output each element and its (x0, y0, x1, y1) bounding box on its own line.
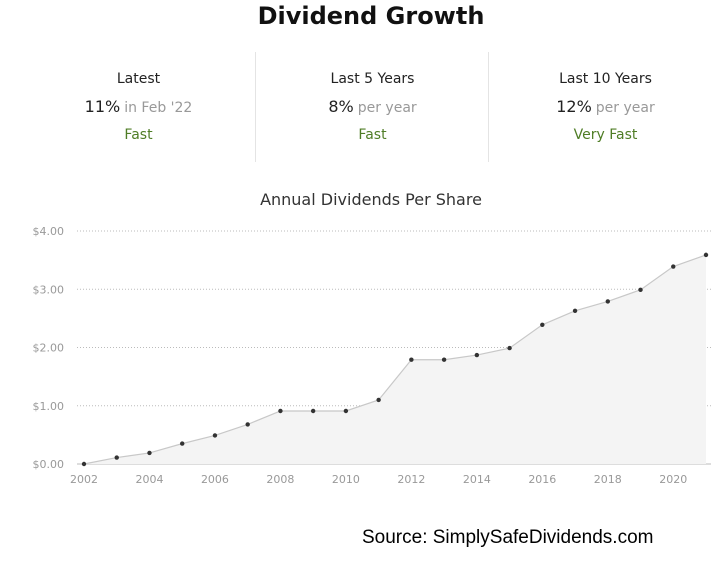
data-point (81, 461, 87, 467)
data-point (212, 433, 218, 438)
data-point (376, 397, 381, 403)
y-axis-ticks: $0.00 $1.00 $2.00 $3.00 $4.00 (33, 225, 65, 471)
x-tick-label: 2004 (135, 473, 163, 486)
stat-value-row: 11% in Feb '22 (22, 97, 255, 116)
stat-latest: Latest 11% in Feb '22 Fast (22, 52, 255, 162)
stat-value: 12% (556, 97, 592, 116)
data-point (540, 322, 545, 327)
x-tick-label: 2008 (266, 473, 294, 486)
stat-value: 11% (84, 97, 121, 116)
point-layer (81, 252, 709, 467)
y-tick-label: $2.00 (33, 342, 65, 355)
stat-last-10-years: Last 10 Years 12% per year Very Fast (488, 52, 722, 162)
chart-svg: $0.00$1.00$2.00$3.00$4.00 2002 2004 2006 20… (33, 225, 711, 486)
data-point (409, 357, 414, 362)
area-layer (84, 254, 706, 464)
data-point (507, 345, 512, 351)
data-point (278, 408, 283, 414)
data-point (474, 352, 480, 358)
x-tick-label: 2016 (528, 473, 556, 486)
x-tick-label: 2002 (70, 473, 98, 486)
data-point (114, 455, 119, 460)
x-tick-label: 2010 (332, 473, 360, 486)
data-point (343, 408, 349, 414)
data-point (147, 450, 152, 456)
data-point (572, 308, 578, 314)
data-point (441, 357, 447, 362)
x-tick-label: 2006 (201, 473, 229, 486)
data-point (180, 441, 185, 446)
stat-rating: Fast (358, 127, 387, 143)
y-tick-label: $3.00 (33, 283, 65, 296)
data-point (703, 252, 709, 258)
stat-value: 8% (328, 97, 354, 116)
data-point (638, 287, 643, 293)
page-title: Dividend Growth (257, 2, 485, 30)
x-tick-label: 2020 (659, 473, 687, 486)
x-tick-label: 2012 (397, 473, 425, 486)
stat-note: in Feb '22 (124, 100, 193, 116)
stat-last-5-years: Last 5 Years 8% per year Fast (255, 52, 489, 162)
growth-stats: Latest 11% in Feb '22 Fast Last 5 Years 8… (22, 52, 722, 162)
stat-label: Last 5 Years (330, 71, 415, 87)
stat-value-row: 8% per year (256, 97, 489, 116)
stat-rating: Fast (124, 127, 153, 143)
stat-rating: Very Fast (573, 127, 638, 143)
stat-value-row: 12% per year (489, 97, 722, 116)
stat-note: per year (595, 100, 655, 116)
stat-label: Last 10 Years (559, 71, 652, 87)
data-point (605, 299, 610, 304)
chart-title: Annual Dividends Per Share (260, 190, 482, 209)
stat-label: Latest (116, 71, 161, 87)
source-caption: Source: SimplySafeDividends.com (362, 527, 654, 548)
series-area (84, 254, 706, 464)
dividend-chart: Annual Dividends Per Share $0.00 $1.00 $2.… (0, 180, 727, 500)
x-tick-label: 2018 (594, 473, 622, 486)
x-tick-label: 2014 (463, 473, 491, 486)
data-point (310, 408, 316, 414)
stat-note: per year (357, 100, 417, 116)
y-tick-label: $1.00 (33, 400, 65, 413)
y-tick-label: $4.00 (33, 225, 65, 238)
x-axis-ticks: 2002 2004 2006 2008 2010 2012 2014 2016 2018 2020 (70, 473, 687, 486)
line-layer (83, 254, 707, 465)
data-point (671, 264, 676, 269)
data-point (245, 422, 250, 427)
y-tick-label: $0.00 (33, 458, 65, 471)
series-line (83, 254, 707, 465)
